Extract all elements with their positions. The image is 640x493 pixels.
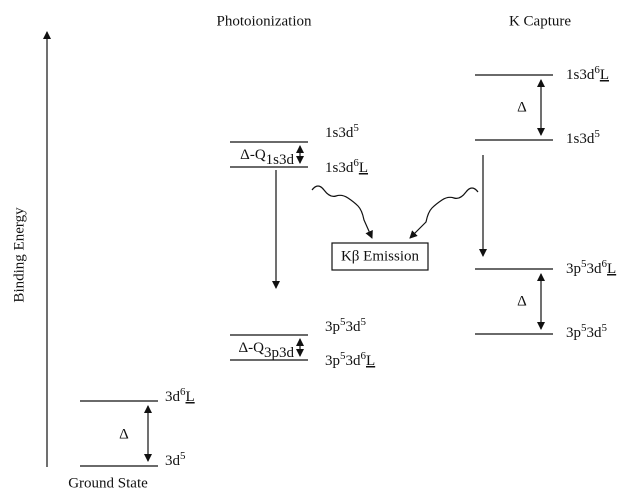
label-part: 1s3d [266,152,295,168]
label-part: 3d [587,261,603,277]
label-part: 6 [602,258,608,270]
label-part: L [607,261,616,277]
delta-label: Δ-Q3p3d [239,340,295,361]
label-part: Δ-Q [239,340,265,356]
caption: Ground State [68,475,148,491]
delta-label: Δ [517,293,527,309]
column-title: Photoionization [217,13,312,29]
level-label: 3d5 [165,450,186,470]
label-part: 5 [361,316,367,328]
label-part: 3p [325,353,340,369]
wavy-arrow [409,187,479,239]
label-part: 3d [346,353,362,369]
label-part: 1s3d [325,125,354,141]
label-part: 5 [340,350,346,362]
label-part: 5 [594,128,600,140]
level-label: 1s3d5 [566,128,600,148]
level-label: 1s3d5 [325,122,359,142]
label-part: L [366,353,375,369]
label-part: 5 [180,450,186,462]
level-label: 3p53d6L [566,258,616,278]
delta-label: Δ [517,99,527,115]
column-title: K Capture [509,13,571,29]
label-part: 6 [180,386,186,398]
emission-label: Kβ Emission [341,248,420,264]
label-part: 5 [353,122,359,134]
label-part: 3d [165,453,181,469]
level-label: 3d6L [165,386,195,406]
axis-label: Binding Energy [11,207,27,303]
label-part: 6 [353,157,359,169]
label-part: 1s3d [566,131,595,147]
label-part: 3d [346,319,362,335]
label-part: L [186,389,195,405]
label-part: L [359,160,368,176]
label-part: 1s3d [325,160,354,176]
level-label: 3p53d5 [566,322,608,342]
label-part: 3p [566,325,581,341]
label-part: 1s3d [566,67,595,83]
label-part: Δ-Q [240,147,266,163]
label-part: 5 [340,316,346,328]
label-part: 3d [587,325,603,341]
level-label: 3p53d6L [325,350,375,370]
delta-label: Δ-Q1s3d [240,147,294,168]
label-part: 5 [581,258,587,270]
level-label: 1s3d6L [566,64,609,84]
label-part: 3p [566,261,581,277]
label-part: L [600,67,609,83]
level-label: 3p53d5 [325,316,367,336]
label-part: 6 [361,350,367,362]
wavy-arrow [311,185,373,239]
level-label: 1s3d6L [325,157,368,177]
label-part: 6 [594,64,600,76]
emission-box [331,242,429,271]
delta-label: Δ [119,426,129,442]
label-part: 5 [602,322,608,334]
label-part: 5 [581,322,587,334]
label-part: 3p [325,319,340,335]
label-part: 3d [165,389,181,405]
label-part: 3p3d [264,345,295,361]
